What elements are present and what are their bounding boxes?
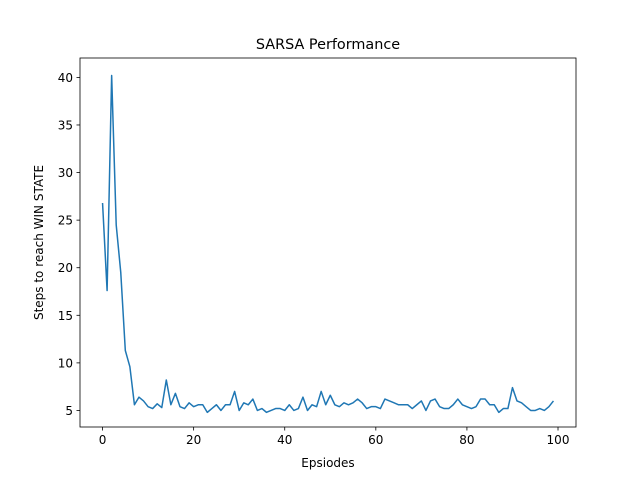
series-line	[101, 74, 555, 414]
x-tick-label: 60	[368, 433, 383, 447]
y-tick-label: 20	[58, 261, 73, 275]
y-tick-label: 15	[58, 309, 73, 323]
x-tick-label: 40	[277, 433, 292, 447]
y-axis-ticks: 5 10 15 20 25 30 35 40	[58, 71, 80, 418]
y-tick-label: 40	[58, 71, 73, 85]
plot-frame	[79, 57, 577, 428]
x-tick-label: 80	[459, 433, 474, 447]
y-tick-label: 5	[65, 404, 73, 418]
x-tick-label: 0	[99, 433, 107, 447]
chart-title: SARSA Performance	[256, 37, 400, 53]
x-tick-label: 100	[547, 433, 570, 447]
y-tick-label: 30	[58, 166, 73, 180]
y-tick-label: 10	[58, 356, 73, 370]
y-tick-label: 25	[58, 214, 73, 228]
plot-content	[101, 74, 555, 414]
y-tick-label: 35	[58, 118, 73, 132]
x-axis-label: Epsiodes	[301, 456, 354, 470]
x-tick-label: 20	[186, 433, 201, 447]
y-axis-label: Steps to reach WIN STATE	[32, 165, 46, 320]
x-axis-ticks: 0 20 40 60 80 100	[99, 427, 570, 447]
